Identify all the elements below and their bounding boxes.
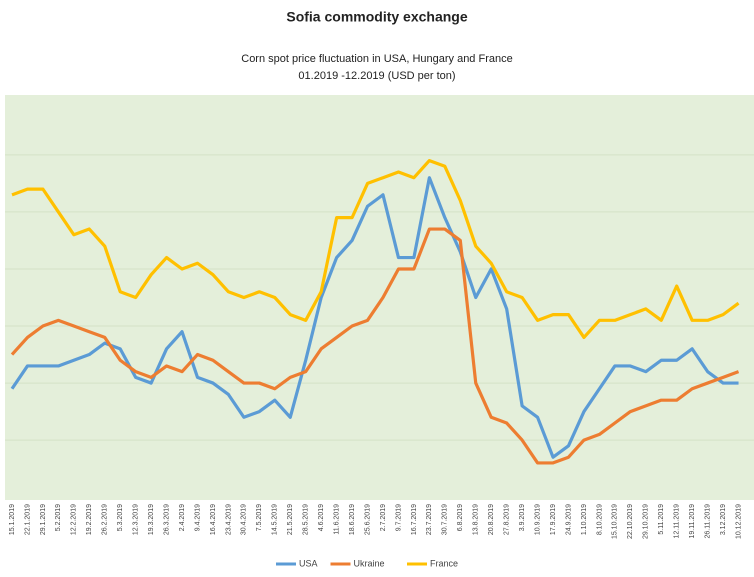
plot-area — [5, 95, 754, 500]
x-tick-label: 29.10.2019 — [643, 504, 650, 539]
x-tick-label: 29.1.2019 — [40, 504, 47, 535]
x-tick-label: 9.7.2019 — [395, 504, 402, 531]
x-tick-label: 5.11.2019 — [658, 504, 665, 535]
x-tick-label: 4.6.2019 — [318, 504, 325, 531]
x-tick-label: 19.2.2019 — [86, 504, 93, 535]
x-tick-label: 26.2.2019 — [102, 504, 109, 535]
x-tick-label: 13.8.2019 — [473, 504, 480, 535]
legend-label: Ukraine — [354, 558, 385, 568]
x-tick-label: 30.4.2019 — [241, 504, 248, 535]
x-tick-label: 15.1.2019 — [9, 504, 16, 535]
x-tick-label: 22.10.2019 — [627, 504, 634, 539]
chart-subtitle: 01.2019 -12.2019 (USD per ton) — [298, 70, 455, 82]
x-tick-label: 19.3.2019 — [148, 504, 155, 535]
x-tick-label: 3.12.2019 — [720, 504, 727, 535]
legend-label: USA — [299, 558, 318, 568]
x-tick-label: 12.3.2019 — [133, 504, 140, 535]
x-tick-label: 26.3.2019 — [163, 504, 170, 535]
chart-subtitle: Corn spot price fluctuation in USA, Hung… — [241, 53, 512, 65]
x-tick-label: 8.10.2019 — [596, 504, 603, 535]
x-tick-label: 27.8.2019 — [504, 504, 511, 535]
x-tick-label: 19.11.2019 — [689, 504, 696, 539]
x-tick-label: 17.9.2019 — [550, 504, 557, 535]
x-tick-label: 10.9.2019 — [534, 504, 541, 535]
x-tick-label: 2.7.2019 — [380, 504, 387, 531]
x-tick-label: 20.8.2019 — [488, 504, 495, 535]
x-tick-label: 12.2.2019 — [71, 504, 78, 535]
line-series — [11, 158, 740, 340]
x-tick-label: 24.9.2019 — [565, 504, 572, 535]
x-tick-label: 15.10.2019 — [612, 504, 619, 539]
x-tick-label: 23.4.2019 — [225, 504, 232, 535]
x-tick-label: 23.7.2019 — [426, 504, 433, 535]
x-tick-label: 25.6.2019 — [364, 504, 371, 535]
line-series — [10, 227, 740, 465]
x-tick-label: 22.1.2019 — [24, 504, 31, 535]
legend-label: France — [430, 558, 458, 568]
chart-title: Sofia commodity exchange — [286, 9, 467, 25]
x-tick-label: 3.9.2019 — [519, 504, 526, 531]
x-tick-label: 7.5.2019 — [256, 504, 263, 531]
x-tick-label: 18.6.2019 — [349, 504, 356, 535]
x-tick-label: 16.4.2019 — [210, 504, 217, 535]
x-tick-label: 9.4.2019 — [194, 504, 201, 531]
x-tick-label: 28.5.2019 — [303, 504, 310, 535]
x-tick-label: 21.5.2019 — [287, 504, 294, 535]
x-tick-label: 10.12.2019 — [735, 504, 742, 539]
x-tick-label: 16.7.2019 — [411, 504, 418, 535]
x-tick-label: 26.11.2019 — [704, 504, 711, 539]
x-tick-label: 6.8.2019 — [457, 504, 464, 531]
x-tick-label: 12.11.2019 — [674, 504, 681, 539]
line-series — [10, 176, 739, 459]
x-tick-label: 11.6.2019 — [333, 504, 340, 535]
x-tick-label: 30.7.2019 — [442, 504, 449, 535]
x-tick-label: 14.5.2019 — [272, 504, 279, 535]
x-tick-label: 5.3.2019 — [117, 504, 124, 531]
x-tick-label: 5.2.2019 — [55, 504, 62, 531]
x-tick-label: 2.4.2019 — [179, 504, 186, 531]
x-tick-label: 1.10.2019 — [581, 504, 588, 535]
